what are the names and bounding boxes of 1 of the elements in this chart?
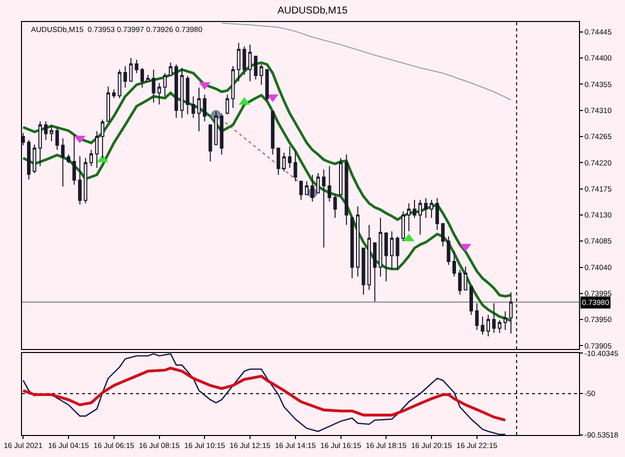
chart-title: AUDUSDb,M15 <box>277 6 348 16</box>
